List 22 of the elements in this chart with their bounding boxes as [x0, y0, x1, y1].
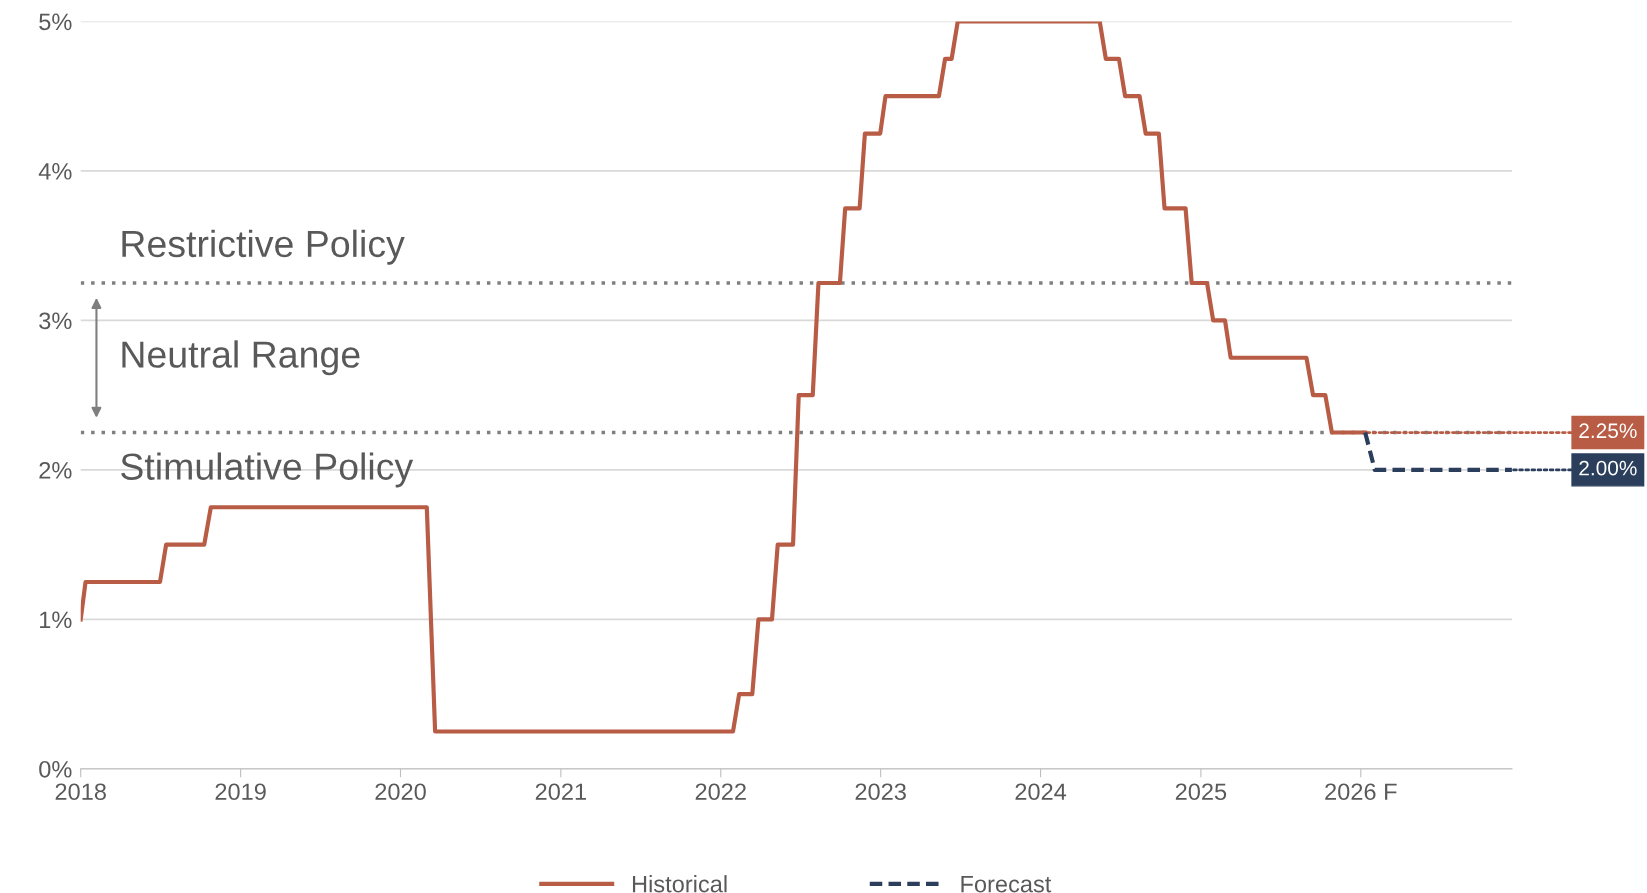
annotation: Restrictive Policy — [122, 229, 405, 265]
x-tick-label: 2019 — [215, 783, 266, 801]
annotation: Neutral Range — [122, 340, 360, 376]
legend-label: Historical — [632, 875, 727, 893]
y-tick-label: 2% — [39, 461, 72, 479]
x-tick-label: 2025 — [1175, 783, 1227, 801]
x-tick-label: 2024 — [1015, 783, 1067, 801]
y-tick-label: 1% — [40, 611, 72, 629]
x-tick-label: 2020 — [375, 783, 426, 801]
x-tick-label: 2021 — [535, 783, 586, 801]
x-tick-label: 2023 — [855, 783, 906, 801]
x-tick-label: 2022 — [695, 783, 746, 801]
data-label: 2.00% — [1579, 460, 1637, 476]
legend-label: Forecast — [961, 875, 1052, 893]
y-tick-label: 4% — [38, 163, 72, 180]
x-tick-label: 2026 F — [1325, 783, 1397, 801]
data-label: 2.25% — [1579, 423, 1637, 439]
y-tick-label: 0% — [39, 760, 72, 778]
annotation: Stimulative Policy — [121, 452, 414, 488]
y-tick-label: 5% — [39, 13, 72, 31]
y-tick-label: 3% — [39, 312, 72, 330]
x-tick-label: 2018 — [55, 783, 106, 801]
